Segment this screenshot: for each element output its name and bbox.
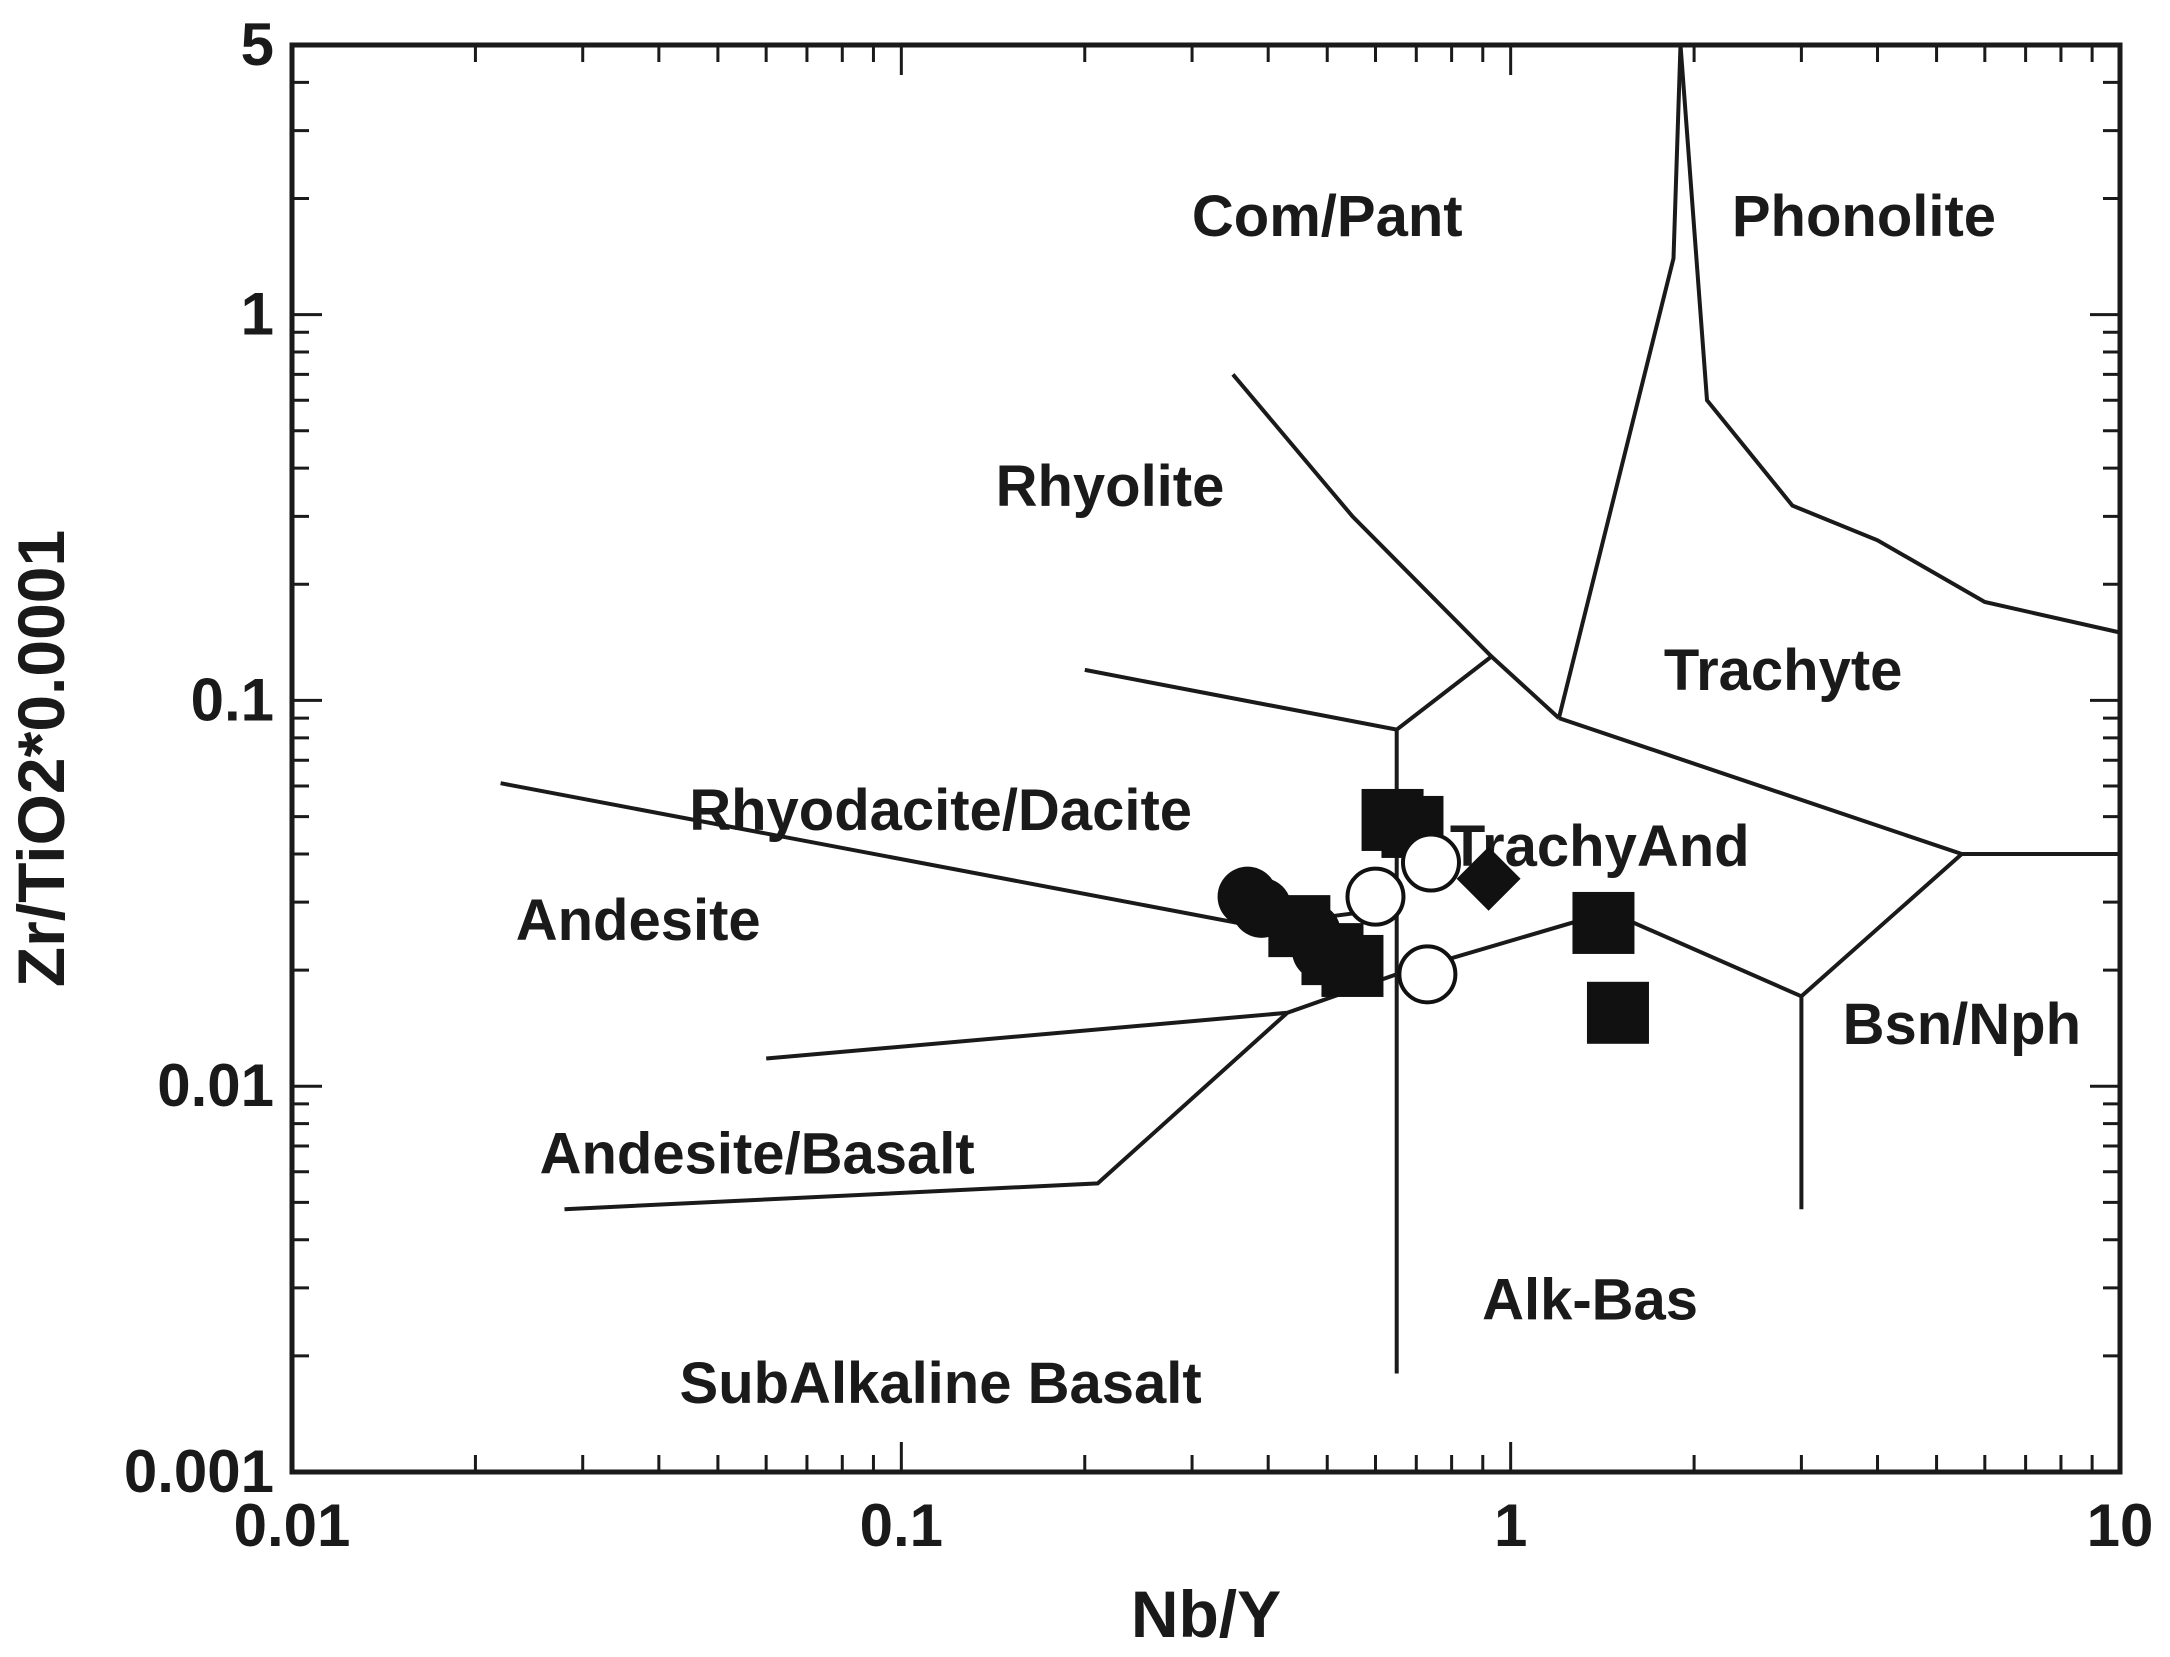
x-tick-label: 0.01 <box>234 1492 351 1559</box>
x-axis-title: Nb/Y <box>1131 1577 1281 1651</box>
y-tick-label: 0.001 <box>124 1438 274 1505</box>
data-point-open-circle <box>1397 944 1458 1005</box>
data-point-filled-circle <box>1231 877 1292 938</box>
field-label: Alk-Bas <box>1482 1267 1698 1332</box>
y-axis-title: Zr/TiO2*0.0001 <box>4 530 78 987</box>
y-tick-label: 5 <box>241 11 274 78</box>
field-labels: Com/Pant Phonolite Rhyolite Trachyte Rhyodac… <box>516 184 2081 1416</box>
field-label: Phonolite <box>1732 184 1996 249</box>
field-boundary-line <box>1556 44 1683 719</box>
data-point-open-circle <box>1400 832 1461 893</box>
field-boundary-line <box>564 1011 1289 1212</box>
x-tick-label: 10 <box>2087 1492 2154 1559</box>
field-boundary-line <box>1231 373 1561 720</box>
field-label: Rhyodacite/Dacite <box>689 778 1192 843</box>
field-boundary-line <box>766 852 1964 1061</box>
field-boundary-line <box>1678 44 2121 635</box>
field-boundary-line <box>1084 654 1493 732</box>
data-points <box>1217 788 1649 1044</box>
field-label: Bsn/Nph <box>1843 992 2081 1057</box>
y-tick-label: 1 <box>241 281 274 348</box>
field-label: SubAlkaline Basalt <box>680 1351 1202 1416</box>
field-label: Andesite/Basalt <box>540 1121 975 1186</box>
x-tick-label: 1 <box>1494 1492 1527 1559</box>
field-label: Com/Pant <box>1192 184 1463 249</box>
field-label: Trachyte <box>1664 638 1903 703</box>
y-tick-label: 0.01 <box>157 1052 274 1119</box>
field-label: Andesite <box>516 888 761 953</box>
data-point-filled-diamond <box>1456 846 1521 911</box>
data-point-filled-square <box>1586 981 1649 1044</box>
data-point-filled-square <box>1572 891 1635 954</box>
field-label: Rhyolite <box>996 454 1225 519</box>
plot-frame <box>289 42 2123 1475</box>
x-tick-label: 0.1 <box>860 1492 943 1559</box>
data-point-filled-circle <box>1291 920 1352 981</box>
y-tick-label: 0.1 <box>191 666 274 733</box>
data-point-open-circle <box>1345 866 1406 927</box>
